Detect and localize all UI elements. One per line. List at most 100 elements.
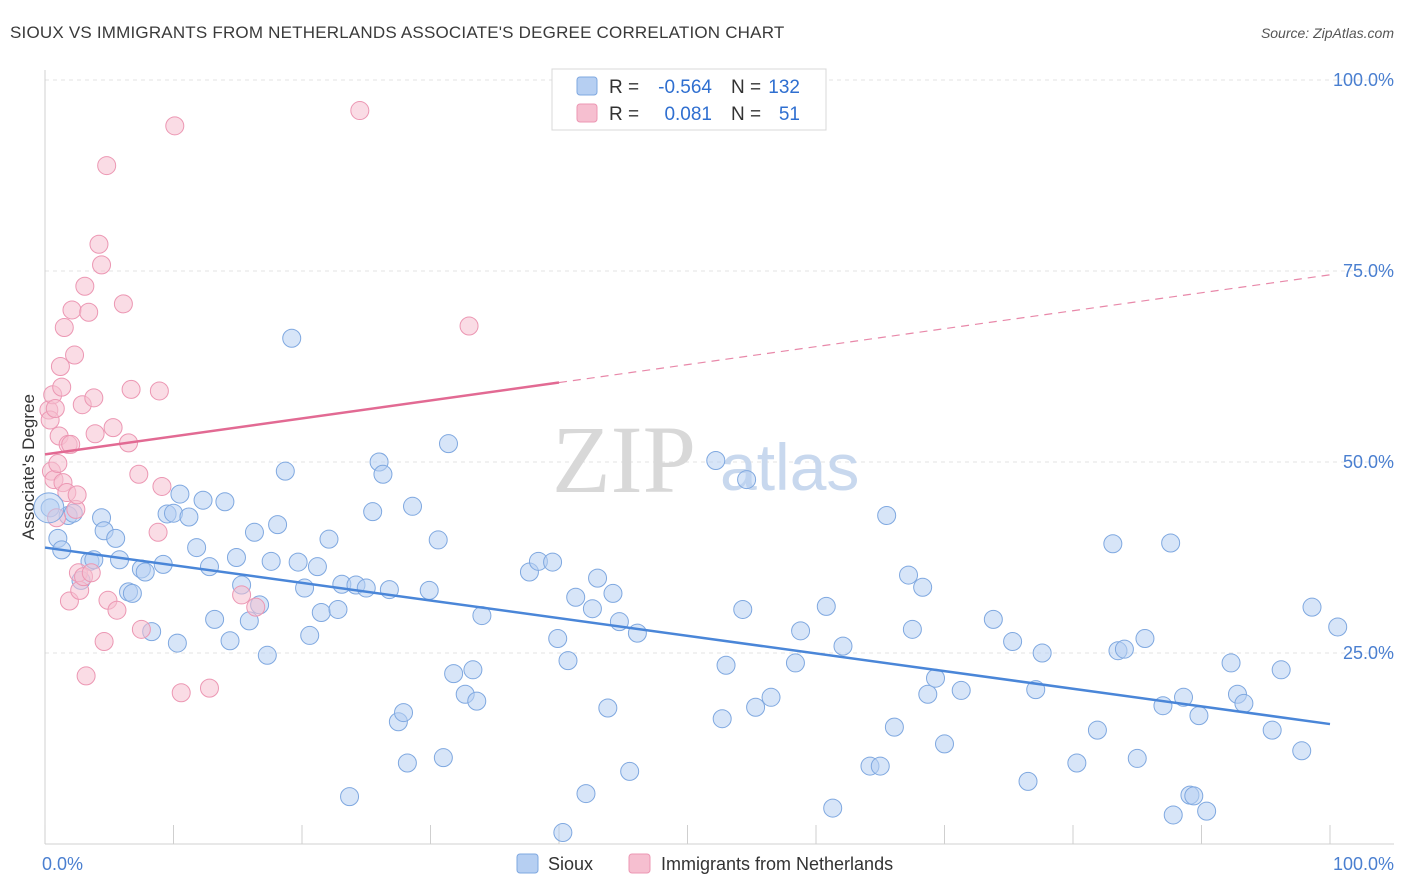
netherlands-point xyxy=(152,476,172,496)
netherlands-point xyxy=(67,485,87,505)
sioux-point xyxy=(170,484,190,504)
y-tick-label: 75.0% xyxy=(1343,261,1394,281)
sioux-point xyxy=(467,691,487,711)
netherlands-point xyxy=(107,600,127,620)
legend-r-value: 0.081 xyxy=(664,104,712,125)
netherlands-point xyxy=(129,464,149,484)
sioux-point xyxy=(1271,660,1291,680)
sioux-point xyxy=(918,684,938,704)
netherlands-point xyxy=(149,381,169,401)
sioux-point xyxy=(268,515,288,535)
sioux-point xyxy=(553,823,573,843)
sioux-point xyxy=(215,492,235,512)
netherlands-trend-line xyxy=(44,381,560,456)
sioux-point xyxy=(419,580,439,600)
netherlands-point xyxy=(165,116,185,136)
sioux-point xyxy=(582,599,602,619)
sioux-point xyxy=(403,496,423,516)
y-tick-label: 100.0% xyxy=(1333,70,1394,90)
sioux-point xyxy=(543,552,563,572)
sioux-point xyxy=(548,628,568,648)
sioux-point xyxy=(311,603,331,623)
netherlands-point xyxy=(97,156,117,176)
legend-frame xyxy=(551,68,827,131)
sioux-point xyxy=(257,645,277,665)
sioux-point xyxy=(122,583,142,603)
sioux-point xyxy=(902,619,922,639)
legend-r-label: R = xyxy=(609,77,639,98)
sioux-point xyxy=(877,505,897,525)
sioux-point xyxy=(199,557,219,577)
sioux-point xyxy=(566,587,586,607)
sioux-point xyxy=(438,434,458,454)
sioux-point xyxy=(205,609,225,629)
legend-n-label: N = xyxy=(731,77,761,98)
netherlands-point xyxy=(459,316,479,336)
sioux-point xyxy=(1135,628,1155,648)
sioux-point xyxy=(737,470,757,490)
sioux-point xyxy=(394,703,414,723)
sioux-point xyxy=(1163,805,1183,825)
sioux-point xyxy=(1161,533,1181,553)
netherlands-point xyxy=(350,101,370,121)
sioux-point xyxy=(135,562,155,582)
sioux-point xyxy=(1087,720,1107,740)
legend-n-value: 51 xyxy=(779,104,800,125)
data-points xyxy=(33,101,1348,843)
sioux-point xyxy=(307,557,327,577)
sioux-point xyxy=(300,625,320,645)
netherlands-point xyxy=(79,302,99,322)
sioux-point xyxy=(935,734,954,754)
legend-n-value: 132 xyxy=(768,77,800,98)
netherlands-point xyxy=(199,678,219,698)
sioux-point xyxy=(428,530,448,550)
sioux-point xyxy=(340,787,360,807)
bottom-legend-sioux: Sioux xyxy=(548,854,593,874)
netherlands-point xyxy=(246,597,266,617)
sioux-point xyxy=(1292,741,1312,761)
sioux-point-large xyxy=(33,492,65,524)
sioux-point xyxy=(1114,639,1134,659)
sioux-point xyxy=(244,522,264,542)
sioux-point xyxy=(1328,617,1348,637)
legend-swatch-netherlands xyxy=(576,103,598,123)
sioux-point xyxy=(620,761,640,781)
netherlands-point xyxy=(103,418,123,438)
sioux-point xyxy=(1197,801,1217,821)
netherlands-point xyxy=(232,585,252,605)
sioux-point xyxy=(328,599,348,619)
legend-swatch-sioux xyxy=(576,76,598,96)
netherlands-point xyxy=(81,563,101,583)
sioux-point xyxy=(785,653,805,673)
sioux-point xyxy=(1184,786,1204,806)
x-minor-ticks xyxy=(44,825,1331,844)
bottom-legend-netherlands: Immigrants from Netherlands xyxy=(661,854,893,874)
sioux-point xyxy=(833,636,853,656)
netherlands-point xyxy=(171,683,191,703)
netherlands-point xyxy=(54,318,74,338)
netherlands-point xyxy=(84,388,104,408)
netherlands-point xyxy=(45,399,65,419)
netherlands-trend-line-extension xyxy=(558,274,1331,384)
sioux-point xyxy=(275,461,295,481)
sioux-point xyxy=(433,748,453,768)
netherlands-point xyxy=(62,300,82,320)
sioux-point xyxy=(716,655,736,675)
sioux-point xyxy=(282,328,302,348)
watermark-atlas: atlas xyxy=(720,430,859,504)
netherlands-point xyxy=(48,454,68,474)
sioux-point xyxy=(193,490,213,510)
legend-r-label: R = xyxy=(609,104,639,125)
sioux-point xyxy=(363,502,383,522)
netherlands-point xyxy=(131,619,151,639)
netherlands-point xyxy=(148,522,168,542)
sioux-point xyxy=(603,583,623,603)
sioux-point xyxy=(106,528,126,548)
sioux-point xyxy=(1018,771,1038,791)
sioux-point xyxy=(816,596,836,616)
netherlands-point xyxy=(50,357,70,376)
x-tick-label-max: 100.0% xyxy=(1333,854,1394,874)
chart-source: Source: ZipAtlas.com xyxy=(1261,25,1394,41)
bottom-legend: Sioux Immigrants from Netherlands xyxy=(516,853,893,874)
sioux-point xyxy=(823,798,843,818)
